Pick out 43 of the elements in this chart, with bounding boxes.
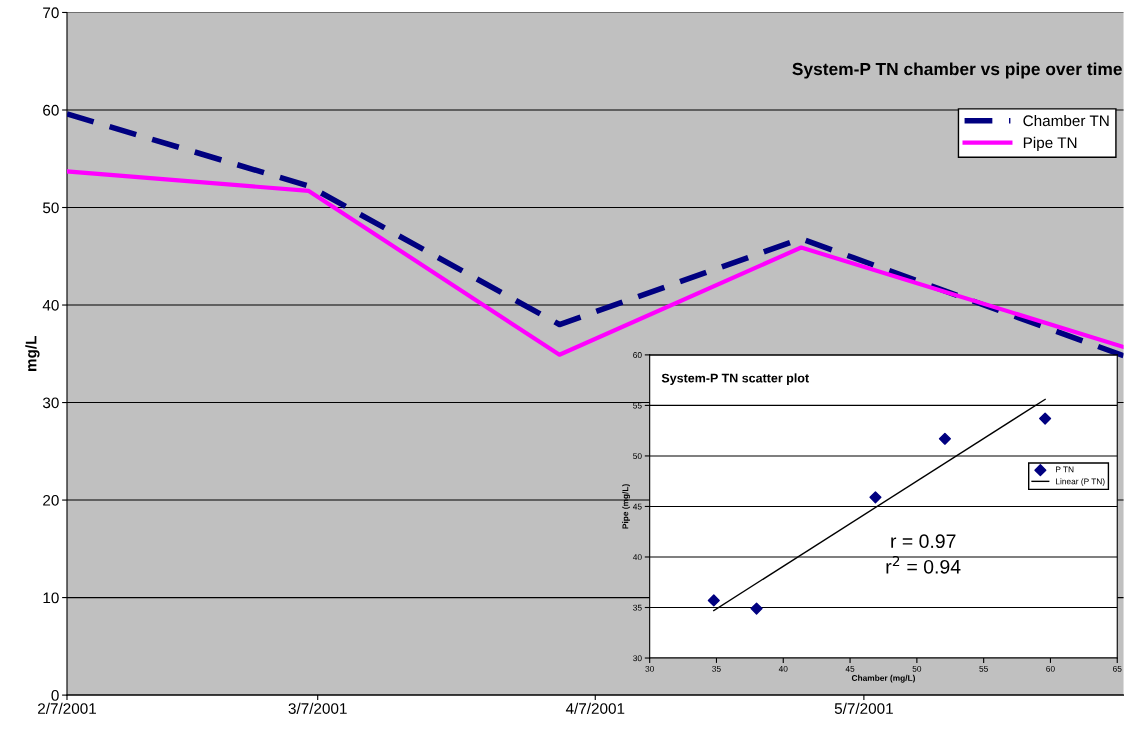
x-tick-label: 4/7/2001 (565, 702, 625, 714)
y-tick-label: 20 (43, 494, 59, 506)
y-tick-label: 30 (42, 397, 59, 409)
x-tick-label: 60 (1046, 665, 1055, 672)
point (869, 491, 882, 504)
legend-label: Linear (P TN) (1056, 478, 1105, 486)
y-axis-title: Pipe (mg/L) (622, 484, 630, 529)
y-tick-label: 70 (43, 7, 59, 19)
y-tick-label: 50 (633, 453, 642, 460)
y-tick-label: 45 (632, 503, 642, 510)
point (1039, 412, 1052, 425)
legend-label: P TN (1056, 466, 1074, 473)
x-tick-label: 5/7/2001 (834, 702, 893, 714)
y-tick-label: 60 (43, 104, 59, 116)
legend-label: Chamber TN (1023, 114, 1109, 127)
y-tick-label: 55 (633, 402, 642, 409)
point (938, 432, 951, 445)
y-tick-label: 35 (633, 604, 642, 611)
x-tick-label: 40 (778, 665, 788, 672)
text: System-P TN scatter plot (661, 373, 809, 385)
point (707, 594, 720, 607)
y-axis-title: mg/L (25, 336, 40, 372)
x-tick-label: 30 (645, 665, 654, 672)
x-tick-label: 50 (912, 665, 922, 672)
y-tick-label: 50 (42, 202, 59, 214)
y-tick-label: 10 (43, 592, 59, 604)
y-tick-label: 60 (633, 352, 642, 358)
y-tick-label: 40 (42, 299, 59, 311)
text: System-P TN chamber vs pipe over time (792, 62, 1122, 79)
x-tick-label: 55 (979, 665, 988, 672)
y-tick-label: 0 (51, 689, 59, 701)
point (750, 602, 763, 615)
x-tick-label: 35 (712, 665, 721, 672)
x-tick-label: 65 (1113, 665, 1122, 672)
x-tick-label: 45 (845, 665, 855, 672)
y-tick-label: 40 (632, 554, 642, 561)
y-tick-label: 30 (633, 655, 642, 662)
x-axis-title: Chamber (mg/L) (851, 674, 915, 683)
annotation: r$^{2}$ = 0.94 (886, 555, 961, 574)
annotation: r = 0.97 (891, 534, 956, 549)
x-tick-label: 2/7/2001 (38, 702, 96, 714)
x-tick-label: 3/7/2001 (288, 702, 347, 714)
legend-label: Pipe TN (1023, 136, 1077, 152)
